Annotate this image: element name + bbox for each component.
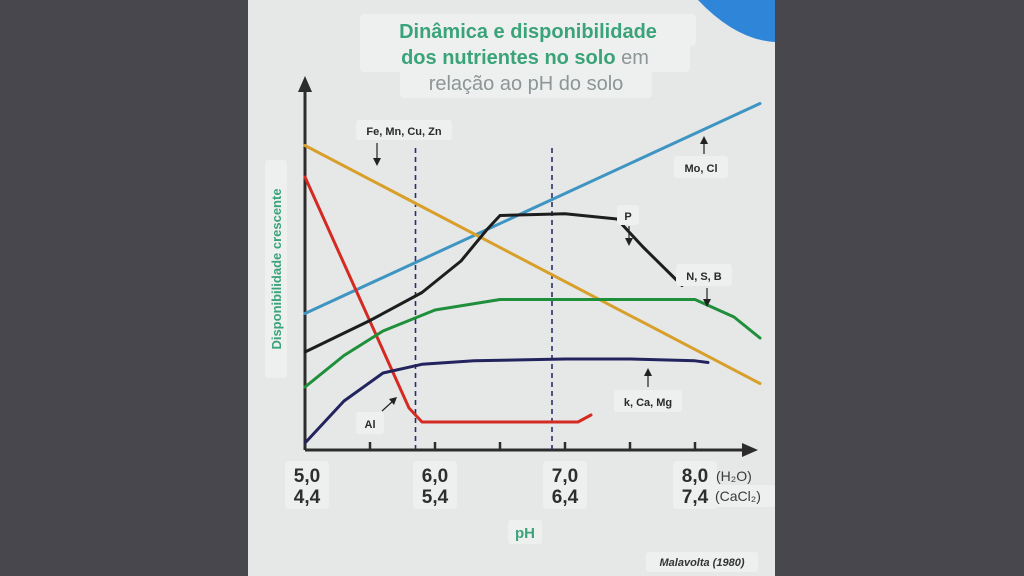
x-tick-label-h2o: 7,0 [552, 466, 578, 487]
x-tick-label-bg [673, 461, 717, 509]
label-al: Al [356, 397, 397, 434]
decor-blob [698, 0, 775, 42]
source-credit: Malavolta (1980) [660, 557, 745, 569]
ylabel-bg [265, 160, 287, 378]
label-k-ca-mg-text: k, Ca, Mg [624, 397, 672, 409]
x-tick-label-bg [285, 461, 329, 509]
xlabel-bg [508, 520, 542, 544]
label-n-s-b-text: N, S, B [686, 271, 722, 283]
unit-cacl2-bg [711, 485, 775, 507]
series-line-p [303, 212, 684, 354]
y-axis-arrow [298, 76, 312, 92]
chart-card: Dinâmica e disponibilidade dos nutriente… [248, 0, 775, 576]
source-bg [646, 552, 758, 572]
x-tick-labels: 5,04,4 6,05,4 7,06,4 8,07,4 [285, 461, 717, 509]
x-tick-label-cacl2: 7,4 [682, 487, 709, 508]
label-mo-cl: Mo, Cl [674, 136, 728, 178]
label-p: P [617, 205, 639, 246]
title-bg-2 [360, 42, 690, 72]
unit-cacl2: (CaCl₂) [715, 488, 761, 504]
x-tick-label-h2o: 6,0 [422, 466, 448, 487]
series-line-fe-mn-cu-zn [303, 144, 762, 385]
nutrient-ph-chart: Dinâmica e disponibilidade dos nutriente… [265, 0, 775, 572]
series-line-al [303, 175, 593, 424]
label-fe-mn-cu-zn-text: Fe, Mn, Cu, Zn [366, 126, 441, 138]
label-n-s-b: N, S, B [676, 264, 732, 307]
x-tick-label-cacl2: 4,4 [294, 487, 321, 508]
x-axis-arrow [742, 443, 758, 457]
x-tick-label-h2o: 5,0 [294, 466, 320, 487]
series-line-mo-cl [303, 102, 762, 315]
unit-h2o: (H₂O) [716, 468, 752, 484]
series-line-n-s-b [303, 298, 762, 389]
series-group [303, 102, 762, 445]
x-tick-label-bg [413, 461, 457, 509]
title-bg-1 [360, 14, 696, 46]
x-tick-label-cacl2: 6,4 [552, 487, 579, 508]
series-line-k-ca-mg [303, 357, 710, 445]
x-tick-label-bg [543, 461, 587, 509]
x-axis-ticks [368, 442, 697, 450]
chart-title-line2: dos nutrientes no solo em [401, 47, 649, 69]
label-p-text: P [624, 211, 631, 223]
x-tick-label-cacl2: 5,4 [422, 487, 449, 508]
x-axis-label: pH [515, 525, 535, 542]
label-fe-mn-cu-zn: Fe, Mn, Cu, Zn [356, 120, 452, 166]
label-al-text: Al [365, 419, 376, 431]
label-k-ca-mg: k, Ca, Mg [614, 368, 682, 412]
title-bg-3 [400, 68, 652, 98]
chart-title-line3: relação ao pH do solo [429, 73, 624, 95]
chart-title-line1: Dinâmica e disponibilidade [399, 21, 657, 43]
label-mo-cl-text: Mo, Cl [685, 163, 718, 175]
chart-title-line2-bold: dos nutrientes no solo [401, 47, 615, 69]
x-tick-label-h2o: 8,0 [682, 466, 708, 487]
chart-title-line2-rest: em [616, 47, 649, 69]
y-axis-label: Disponibilidade crescente [269, 188, 284, 349]
